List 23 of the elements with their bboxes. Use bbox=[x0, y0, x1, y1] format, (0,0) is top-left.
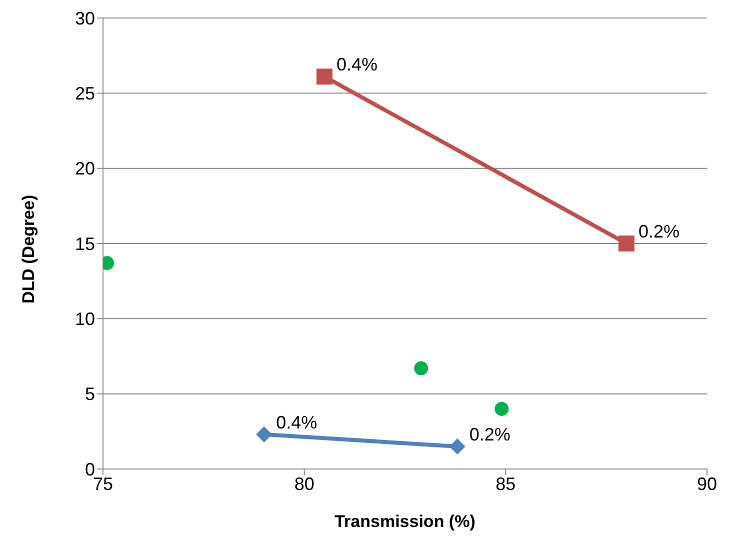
y-tick-label: 30 bbox=[74, 8, 95, 28]
y-tick-label: 20 bbox=[74, 158, 95, 179]
annotation: 0.2% bbox=[469, 424, 510, 444]
point bbox=[449, 438, 466, 454]
point bbox=[618, 236, 634, 252]
annotation: 0.4% bbox=[336, 54, 378, 75]
annotation: 0.4% bbox=[276, 412, 318, 432]
y-axis-title: DLD (Degree) bbox=[19, 194, 38, 304]
point bbox=[316, 68, 332, 85]
point bbox=[414, 361, 428, 376]
x-tick-label: 85 bbox=[496, 474, 516, 494]
x-tick-label: 80 bbox=[294, 474, 314, 494]
y-tick-label: 10 bbox=[74, 309, 95, 330]
y-tick-label: 25 bbox=[74, 84, 95, 104]
y-tick-label: 15 bbox=[74, 234, 95, 254]
x-axis-title: Transmission (%) bbox=[334, 512, 476, 531]
x-tick-label: 90 bbox=[696, 474, 718, 494]
y-tick-label: 0 bbox=[84, 459, 95, 480]
y-tick-label: 5 bbox=[84, 384, 95, 404]
annotation: 0.2% bbox=[638, 222, 680, 242]
x-tick-label: 75 bbox=[92, 474, 114, 494]
point bbox=[256, 426, 272, 442]
point bbox=[494, 402, 509, 416]
